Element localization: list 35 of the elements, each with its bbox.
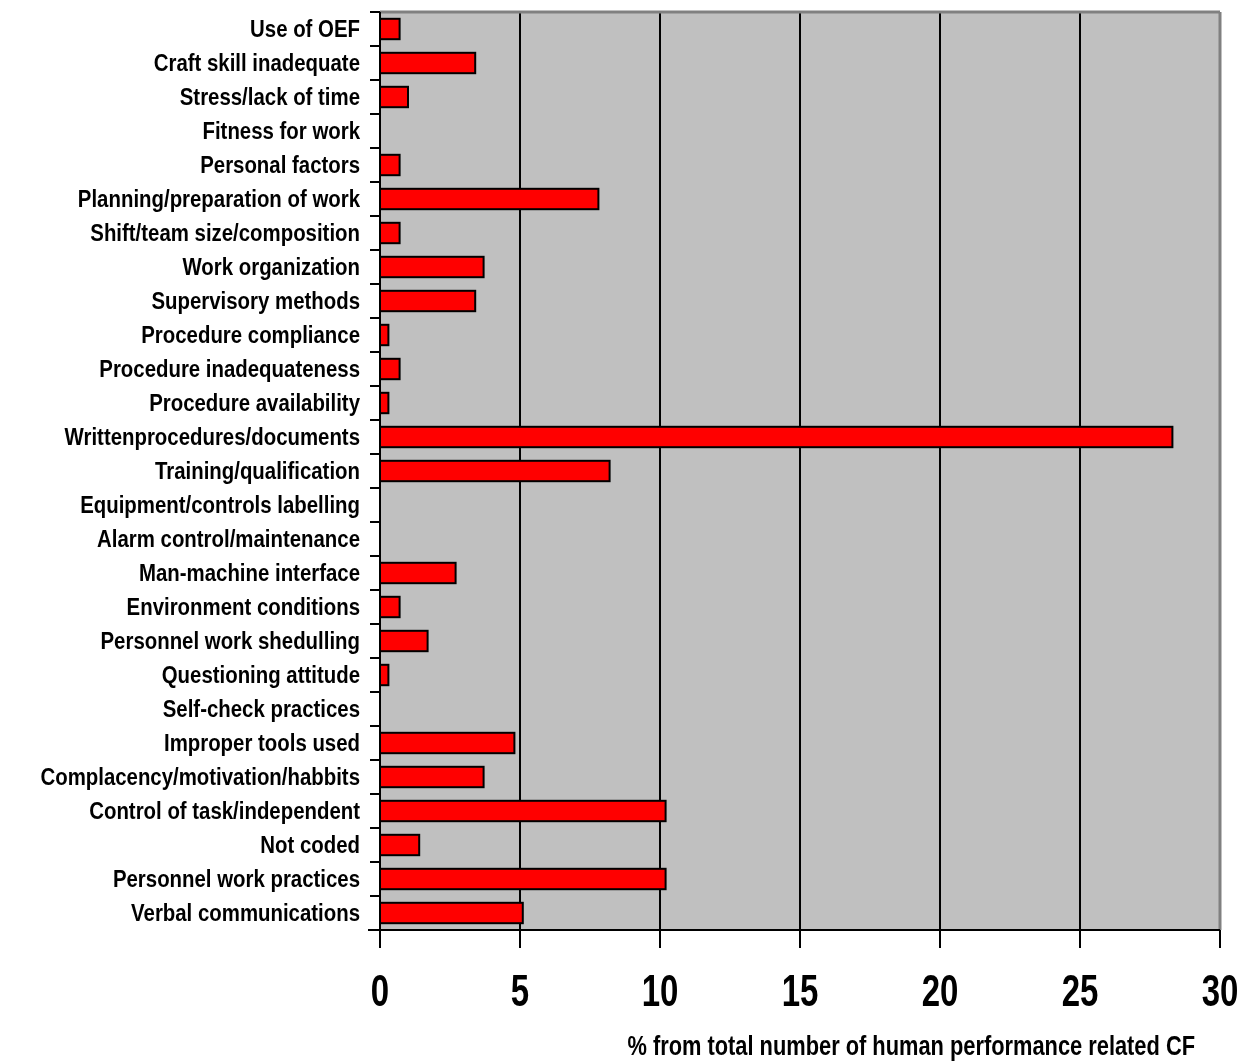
y-tick-label: Improper tools used	[163, 729, 360, 757]
y-tick-label: Not coded	[260, 831, 360, 859]
y-tick-label: Writtenprocedures/documents	[64, 423, 360, 451]
y-tick-label: Personnel work shedulling	[100, 627, 360, 655]
x-tick-label: 5	[510, 966, 530, 1016]
y-tick-label: Equipment/controls labelling	[80, 491, 360, 519]
y-tick-label: Man-machine interface	[139, 559, 360, 587]
y-tick-label: Supervisory methods	[151, 287, 360, 315]
y-tick-label: Procedure availability	[149, 389, 361, 417]
x-tick-label: 10	[641, 966, 679, 1016]
x-tick-label: 30	[1201, 966, 1239, 1016]
x-tick-label: 25	[1061, 966, 1099, 1016]
x-tick-label: 20	[921, 966, 959, 1016]
y-tick-label: Questioning attitude	[161, 661, 360, 689]
y-tick-label: Verbal communications	[131, 899, 360, 927]
y-tick-label: Control of task/independent	[89, 797, 361, 825]
y-tick-label: Use of OEF	[250, 15, 360, 43]
y-tick-label: Craft skill inadequate	[153, 49, 360, 77]
y-tick-label: Complacency/motivation/habbits	[40, 763, 360, 791]
y-tick-label: Fitness for work	[202, 117, 361, 145]
y-tick-label: Personal factors	[200, 151, 360, 179]
y-tick-label: Self-check practices	[162, 695, 360, 723]
y-tick-label: Shift/team size/composition	[90, 219, 360, 247]
y-tick-label: Training/qualification	[154, 457, 360, 485]
y-tick-label: Work organization	[182, 253, 360, 281]
x-tick-label: 15	[781, 966, 819, 1016]
y-tick-label: Stress/lack of time	[179, 83, 360, 111]
y-tick-label: Environment conditions	[126, 593, 360, 621]
y-tick-label: Planning/preparation of work	[77, 185, 361, 213]
x-axis-title: % from total number of human performance related CF	[627, 1029, 1195, 1061]
y-tick-label: Procedure compliance	[141, 321, 360, 349]
y-tick-label: Procedure inadequateness	[99, 355, 360, 383]
x-tick-label: 0	[370, 966, 390, 1016]
y-tick-label: Alarm control/maintenance	[97, 525, 360, 553]
y-tick-label: Personnel work practices	[112, 865, 360, 893]
